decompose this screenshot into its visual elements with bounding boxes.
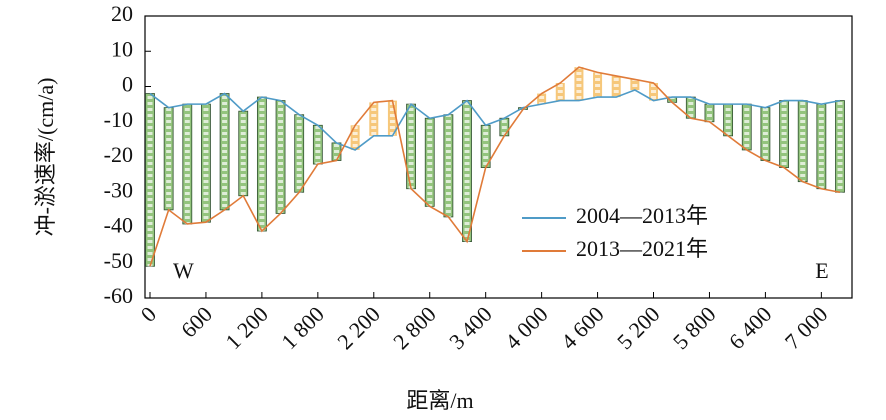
x-tick-label: 6 400 <box>724 301 777 354</box>
x-tick-label: 5 200 <box>612 301 665 354</box>
bar-hatch <box>669 97 675 103</box>
bar-hatch <box>781 100 787 168</box>
y-tick-label: -60 <box>104 283 133 308</box>
y-tick-label: 20 <box>111 1 133 26</box>
plot-frame <box>144 15 853 299</box>
x-tick-label: 2 800 <box>388 301 441 354</box>
bar-hatch <box>203 104 209 223</box>
bar-hatch <box>315 125 321 165</box>
bar-hatch <box>427 118 433 207</box>
x-tick-label: 2 200 <box>332 301 385 354</box>
x-axis-label: 距离/m <box>406 388 473 413</box>
bar-hatch <box>744 104 750 150</box>
bar-hatch <box>184 104 190 224</box>
x-tick-label: 4 000 <box>500 301 553 354</box>
x-tick-label: 3 400 <box>444 301 497 354</box>
legend-label: 2013—2021年 <box>576 236 708 261</box>
bar-hatch <box>371 102 377 136</box>
x-tick-label: 1 200 <box>220 301 273 354</box>
bar-hatch <box>333 142 339 161</box>
bar-hatch <box>651 82 657 101</box>
y-tick-label: -30 <box>104 177 133 202</box>
bar-hatch <box>483 125 489 168</box>
bar-hatch <box>408 104 414 189</box>
legend-label: 2004—2013年 <box>576 203 708 228</box>
bar-hatch <box>222 93 228 210</box>
bar-hatch <box>613 75 619 98</box>
bar-hatch <box>762 107 768 161</box>
bar-hatch <box>818 104 824 189</box>
bar-hatch <box>725 104 731 136</box>
series-line <box>149 66 841 267</box>
series-line <box>149 89 841 151</box>
bar-hatch <box>706 104 712 122</box>
bar-hatch <box>464 100 470 242</box>
x-tick-label: 7 000 <box>780 301 833 354</box>
x-tick-label: 1 800 <box>276 301 329 354</box>
bar-hatch <box>166 107 172 210</box>
y-tick-label: -10 <box>104 107 133 132</box>
y-tick-label: -40 <box>104 213 133 238</box>
bar-hatch <box>557 82 563 101</box>
bar-hatch <box>445 114 451 217</box>
bar-hatch <box>688 97 694 119</box>
bar-hatch <box>632 79 638 91</box>
bar-hatch <box>576 67 582 101</box>
bar-hatch <box>837 100 843 193</box>
bar-hatch <box>240 111 246 196</box>
bar-hatch <box>296 114 302 193</box>
bar-hatch <box>501 118 507 136</box>
bar-hatch <box>259 97 265 232</box>
bar-hatch <box>278 100 284 214</box>
x-tick-label: 0 <box>136 301 161 326</box>
annotation: E <box>815 258 828 283</box>
bar-hatch <box>539 93 545 105</box>
y-tick-label: -50 <box>104 248 133 273</box>
y-tick-label: 0 <box>122 72 133 97</box>
annotation: W <box>173 258 194 283</box>
y-tick-label: -20 <box>104 142 133 167</box>
y-tick-label: 10 <box>111 36 133 61</box>
bar-hatch <box>352 125 358 150</box>
bar-hatch <box>800 100 806 182</box>
x-tick-label: 4 600 <box>556 301 609 354</box>
x-tick-label: 600 <box>176 301 217 342</box>
bar-hatch <box>595 72 601 98</box>
y-axis-label: 冲-淤速率/(cm/a) <box>33 78 58 237</box>
bar-hatch <box>389 100 395 136</box>
bar-hatch <box>147 93 153 267</box>
x-tick-label: 5 800 <box>668 301 721 354</box>
